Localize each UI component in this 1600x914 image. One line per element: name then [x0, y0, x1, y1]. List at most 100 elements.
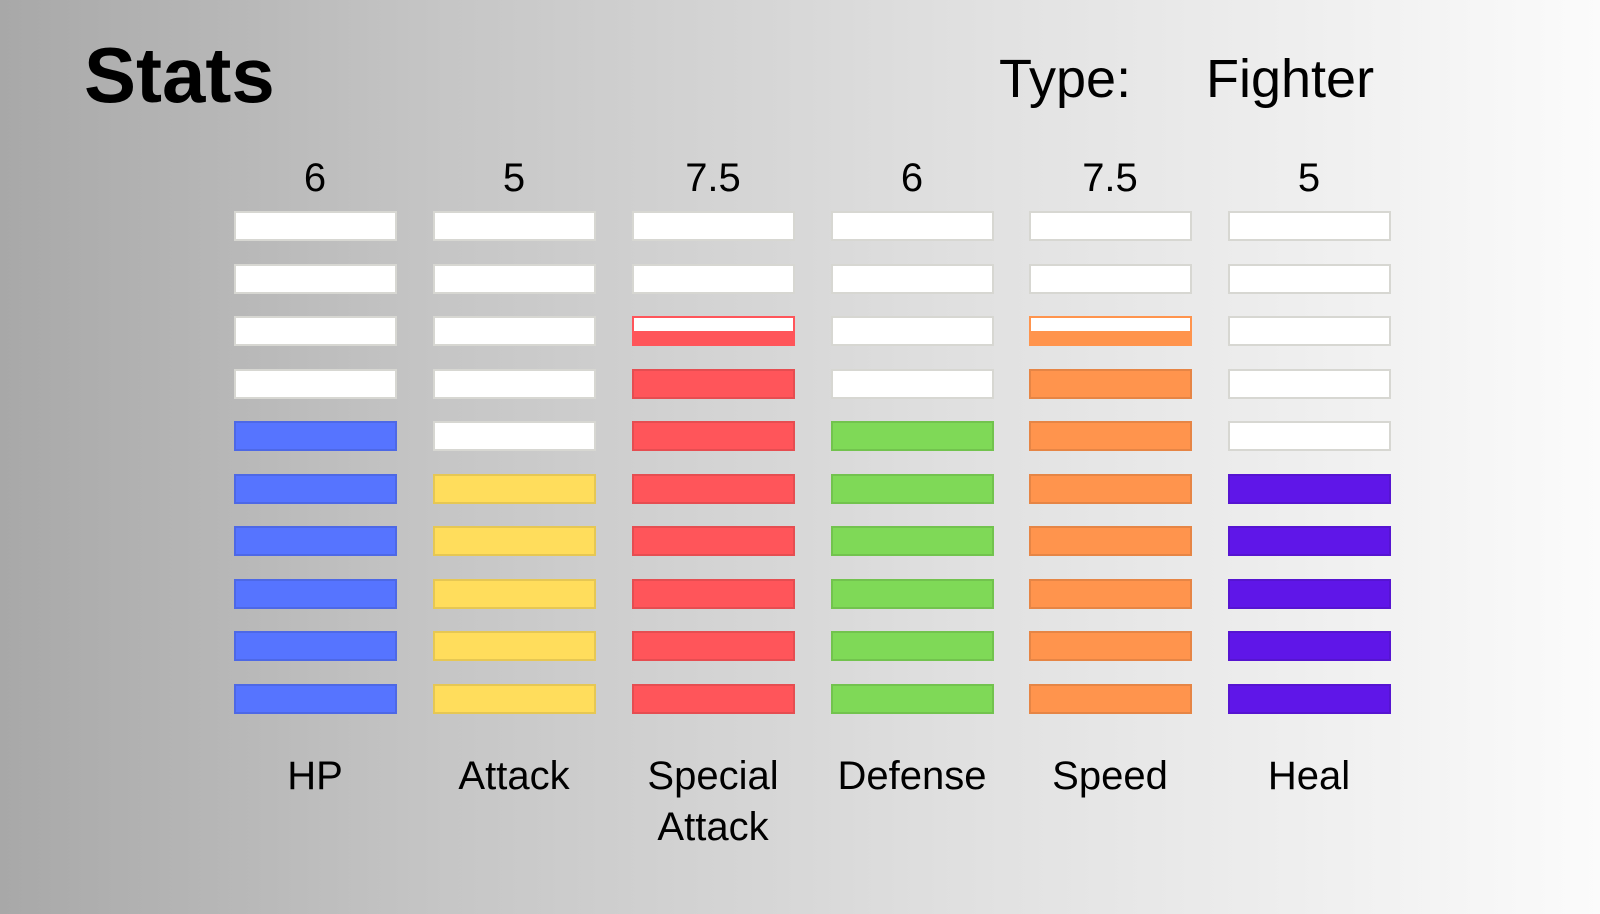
stat-bar-segment	[1028, 683, 1192, 714]
stat-bar-segment	[1028, 421, 1192, 451]
stat-bar-segment	[631, 631, 795, 661]
stat-bar-segment	[233, 263, 397, 294]
stat-label: Defense	[837, 754, 987, 798]
stat-bar-fill	[832, 475, 992, 502]
stat-bar-segment	[631, 473, 795, 504]
stat-bar-segment	[233, 683, 397, 714]
stat-bar-segment	[1227, 683, 1391, 714]
stat-bar-segment	[432, 211, 596, 241]
stat-bar-segment	[1028, 631, 1192, 661]
stat-bar-segment	[830, 526, 994, 556]
stat-bar-fill	[434, 685, 594, 712]
stat-bar-fill	[235, 633, 395, 659]
stat-bar-segment	[830, 631, 994, 661]
stat-bar-segment	[1227, 316, 1391, 346]
stat-bar-segment	[233, 578, 397, 609]
stat-bar-segment	[432, 316, 596, 346]
stat-bar-segment	[1227, 421, 1391, 451]
stat-bar-segment	[1028, 211, 1192, 241]
stat-bar-fill	[1229, 685, 1389, 712]
stat-bar-segment	[233, 526, 397, 556]
stat-bar-segment	[631, 368, 795, 399]
stat-bar-fill	[633, 685, 793, 712]
stat-bar-segment	[432, 473, 596, 504]
stat-bar-fill	[434, 528, 594, 554]
stat-bar-fill	[633, 475, 793, 502]
stat-bar-segment	[830, 683, 994, 714]
stat-bar-fill	[633, 528, 793, 554]
page-title: Stats	[84, 31, 275, 119]
stat-value: 5	[502, 156, 526, 200]
stat-bar-fill	[1030, 331, 1190, 344]
stat-bar-segment	[631, 421, 795, 451]
stat-bar-segment	[1028, 316, 1192, 346]
stat-bar-fill	[633, 331, 793, 344]
stat-bar-segment	[432, 578, 596, 609]
stat-value: 5	[1297, 156, 1321, 200]
stat-bar-fill	[1229, 580, 1389, 607]
stat-bar-segment	[432, 631, 596, 661]
stat-value: 7.5	[1082, 156, 1138, 200]
stat-bar-segment	[1227, 368, 1391, 399]
stat-bar-segment	[631, 526, 795, 556]
stat-bar-fill	[235, 685, 395, 712]
stat-bar-fill	[832, 580, 992, 607]
stat-bar-segment	[631, 578, 795, 609]
stat-bar-fill	[832, 423, 992, 449]
stat-label: Attack	[458, 754, 570, 798]
stat-bar-fill	[1030, 423, 1190, 449]
stat-bar-segment	[830, 578, 994, 609]
stat-bar-segment	[1227, 526, 1391, 556]
stat-bar-segment	[233, 473, 397, 504]
stat-bar-fill	[434, 633, 594, 659]
stat-bar-segment	[631, 263, 795, 294]
stat-bar-segment	[1227, 263, 1391, 294]
stat-bar-fill	[1229, 528, 1389, 554]
stat-bar-segment	[631, 211, 795, 241]
stat-bar-fill	[832, 633, 992, 659]
stat-value: 6	[900, 156, 924, 200]
stat-bar-fill	[434, 475, 594, 502]
stat-bar-fill	[832, 528, 992, 554]
stat-bar-segment	[1227, 631, 1391, 661]
stat-label: Speed	[1052, 754, 1168, 798]
stat-bar-segment	[432, 526, 596, 556]
stat-bar-segment	[233, 421, 397, 451]
stat-bar-fill	[633, 580, 793, 607]
stat-bar-segment	[1028, 263, 1192, 294]
stat-bar-fill	[235, 475, 395, 502]
stat-bar-fill	[434, 580, 594, 607]
stat-bar-segment	[432, 263, 596, 294]
stat-bar-segment	[631, 683, 795, 714]
stat-bar-segment	[830, 368, 994, 399]
stat-value: 6	[303, 156, 327, 200]
stat-label: Heal	[1267, 754, 1351, 798]
stat-label: Special Attack	[647, 754, 779, 850]
stat-bar-segment	[1227, 473, 1391, 504]
stat-bar-fill	[235, 580, 395, 607]
stat-bar-segment	[432, 683, 596, 714]
type-value: Fighter	[1206, 49, 1375, 109]
stat-bar-segment	[830, 421, 994, 451]
stat-bar-fill	[832, 685, 992, 712]
stat-bar-segment	[830, 211, 994, 241]
stat-bar-segment	[1028, 578, 1192, 609]
stat-bar-fill	[235, 528, 395, 554]
stat-bar-segment	[432, 368, 596, 399]
stat-bar-fill	[633, 423, 793, 449]
stat-bar-segment	[631, 316, 795, 346]
stat-bar-fill	[1229, 475, 1389, 502]
stat-value: 7.5	[685, 156, 741, 200]
type-label: Type:	[999, 49, 1132, 109]
stat-label: HP	[287, 754, 343, 798]
stat-bar-segment	[233, 211, 397, 241]
stat-bar-segment	[1028, 368, 1192, 399]
stat-bar-fill	[1030, 633, 1190, 659]
stat-bar-fill	[235, 423, 395, 449]
stat-bar-segment	[432, 421, 596, 451]
stat-bar-segment	[1028, 526, 1192, 556]
stat-bar-segment	[233, 368, 397, 399]
stat-bar-segment	[830, 473, 994, 504]
stat-bar-fill	[1030, 475, 1190, 502]
stat-bar-fill	[1030, 685, 1190, 712]
